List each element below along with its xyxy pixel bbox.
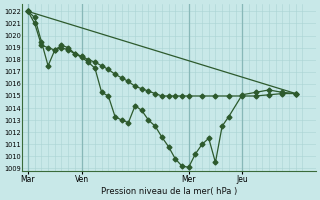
X-axis label: Pression niveau de la mer( hPa ): Pression niveau de la mer( hPa ) bbox=[101, 187, 237, 196]
